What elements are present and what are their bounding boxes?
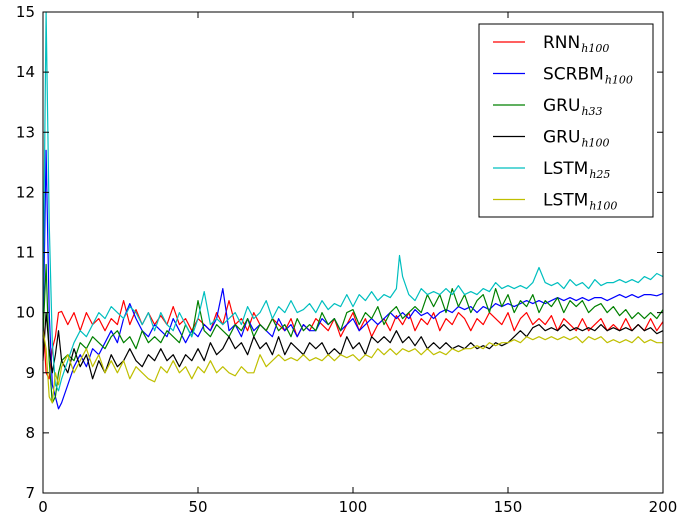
legend-label: SCRBM bbox=[543, 65, 604, 85]
legend-label: GRU bbox=[543, 128, 580, 148]
series-line-lstm-h25 bbox=[42, 11, 664, 392]
legend-subscript: h25 bbox=[589, 168, 610, 181]
y-tick-label: 9 bbox=[25, 364, 35, 382]
x-tick-label: 50 bbox=[188, 498, 207, 516]
legend-subscript: h100 bbox=[605, 74, 633, 87]
legend-subscript: h100 bbox=[581, 137, 609, 150]
legend-subscript: h100 bbox=[581, 42, 609, 55]
legend-subscript: h100 bbox=[589, 200, 617, 213]
y-tick-label: 7 bbox=[25, 484, 35, 502]
y-tick-label: 12 bbox=[16, 183, 35, 201]
x-tick-label: 150 bbox=[494, 498, 523, 516]
x-tick-label: 0 bbox=[38, 498, 48, 516]
series-layer bbox=[42, 11, 664, 410]
series-line-lstm-h100 bbox=[42, 330, 663, 404]
legend-label: RNN bbox=[543, 33, 580, 53]
y-tick-label: 11 bbox=[16, 244, 35, 262]
y-tick-label: 8 bbox=[25, 424, 35, 442]
legend-subscript: h33 bbox=[581, 105, 602, 118]
series-line-rnn-h100 bbox=[42, 300, 664, 380]
legend-label: LSTM bbox=[543, 159, 588, 179]
y-tick-label: 10 bbox=[16, 304, 35, 322]
y-axis-ticks: 7 8 9 10 11 12 13 14 15 bbox=[16, 3, 663, 502]
y-tick-label: 14 bbox=[16, 63, 35, 81]
y-tick-label: 15 bbox=[16, 3, 35, 21]
legend-box bbox=[478, 23, 654, 218]
series-line-gru-h100 bbox=[42, 312, 664, 380]
series-line-gru-h33 bbox=[42, 263, 664, 404]
y-tick-label: 13 bbox=[16, 123, 35, 141]
legend-label: GRU bbox=[543, 96, 580, 116]
legend-label: LSTM bbox=[543, 191, 588, 211]
x-axis-ticks: 0 50 100 150 200 bbox=[38, 12, 677, 516]
x-tick-label: 200 bbox=[649, 498, 678, 516]
x-tick-label: 100 bbox=[339, 498, 368, 516]
